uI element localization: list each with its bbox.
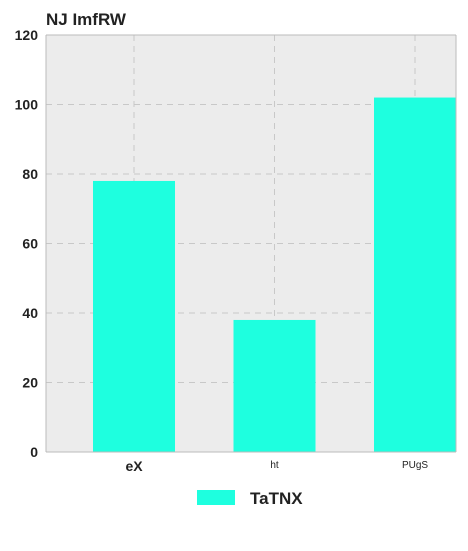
legend: TaTNX (197, 489, 303, 508)
x-tick-label: eX (125, 458, 143, 474)
bar-PUgS (374, 97, 456, 453)
x-tick-label: ht (270, 460, 279, 471)
bars (93, 97, 456, 453)
legend-label: TaTNX (250, 489, 303, 508)
legend-swatch (197, 490, 235, 505)
y-tick-label: 120 (15, 27, 39, 43)
tick-labels: 0 20 40 60 80 100 120 eX ht PUgS (15, 27, 429, 474)
y-tick-label: 60 (22, 236, 38, 252)
y-tick-label: 100 (15, 97, 39, 113)
y-tick-label: 20 (22, 375, 38, 391)
y-tick-label: 0 (30, 444, 38, 460)
y-tick-label: 80 (22, 166, 38, 182)
x-tick-label: PUgS (402, 460, 428, 471)
chart-title: NJ ImfRW (46, 10, 127, 29)
bar-eX (93, 180, 175, 452)
y-tick-label: 40 (22, 305, 38, 321)
bar-ht (233, 319, 316, 452)
axes (45, 34, 457, 453)
